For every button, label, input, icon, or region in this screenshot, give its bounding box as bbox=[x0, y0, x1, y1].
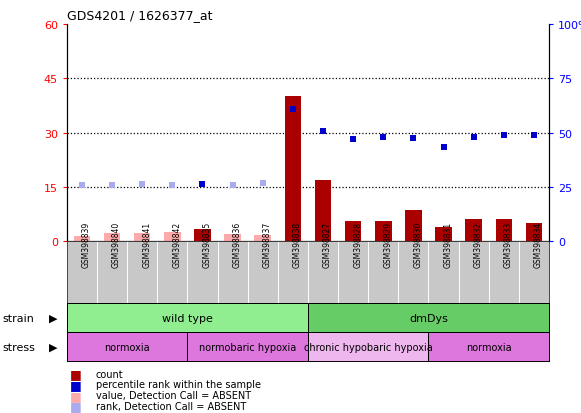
Text: GSM398832: GSM398832 bbox=[474, 222, 483, 268]
Bar bbox=[428, 332, 549, 361]
Text: ■: ■ bbox=[70, 367, 81, 380]
Bar bbox=[435, 227, 452, 242]
Bar bbox=[496, 220, 512, 242]
Bar bbox=[74, 236, 90, 242]
Text: GSM398841: GSM398841 bbox=[142, 222, 151, 268]
Text: GSM398828: GSM398828 bbox=[353, 222, 362, 268]
Text: strain: strain bbox=[3, 313, 35, 323]
Bar bbox=[67, 332, 187, 361]
Bar bbox=[254, 235, 271, 242]
Bar bbox=[164, 233, 181, 242]
Text: normobaric hypoxia: normobaric hypoxia bbox=[199, 342, 296, 352]
Text: stress: stress bbox=[3, 342, 36, 352]
Text: count: count bbox=[96, 369, 124, 379]
Text: rank, Detection Call = ABSENT: rank, Detection Call = ABSENT bbox=[96, 401, 246, 411]
Text: GSM398830: GSM398830 bbox=[414, 222, 422, 268]
Bar bbox=[405, 211, 422, 242]
Bar bbox=[345, 222, 361, 242]
Text: GSM398840: GSM398840 bbox=[112, 222, 121, 268]
Text: GSM398838: GSM398838 bbox=[293, 222, 302, 268]
Bar bbox=[315, 180, 331, 242]
Bar bbox=[134, 234, 150, 242]
Text: percentile rank within the sample: percentile rank within the sample bbox=[96, 380, 261, 389]
Bar bbox=[526, 223, 542, 242]
Text: GSM398836: GSM398836 bbox=[232, 222, 242, 268]
Bar bbox=[194, 229, 211, 242]
Bar bbox=[308, 304, 549, 332]
Text: normoxia: normoxia bbox=[104, 342, 150, 352]
Text: GSM398839: GSM398839 bbox=[82, 222, 91, 268]
Text: normoxia: normoxia bbox=[466, 342, 512, 352]
Text: wild type: wild type bbox=[162, 313, 213, 323]
Text: GSM398834: GSM398834 bbox=[534, 222, 543, 268]
Text: ▶: ▶ bbox=[49, 313, 58, 323]
Bar bbox=[104, 234, 120, 242]
Bar bbox=[187, 332, 308, 361]
Text: GSM398842: GSM398842 bbox=[173, 222, 181, 268]
Text: ▶: ▶ bbox=[49, 342, 58, 352]
Text: GSM398835: GSM398835 bbox=[202, 222, 211, 268]
Bar bbox=[375, 222, 392, 242]
Text: GSM398837: GSM398837 bbox=[263, 222, 272, 268]
Text: ■: ■ bbox=[70, 378, 81, 391]
Bar bbox=[224, 235, 241, 242]
Text: dmDys: dmDys bbox=[409, 313, 448, 323]
Bar bbox=[308, 332, 428, 361]
Text: GSM398831: GSM398831 bbox=[443, 222, 453, 268]
Bar bbox=[67, 304, 308, 332]
Text: GSM398827: GSM398827 bbox=[323, 222, 332, 268]
Text: GDS4201 / 1626377_at: GDS4201 / 1626377_at bbox=[67, 9, 212, 22]
Text: GSM398833: GSM398833 bbox=[504, 222, 513, 268]
Bar bbox=[465, 220, 482, 242]
Text: ■: ■ bbox=[70, 389, 81, 402]
Text: value, Detection Call = ABSENT: value, Detection Call = ABSENT bbox=[96, 390, 251, 400]
Bar bbox=[285, 97, 301, 242]
Text: GSM398829: GSM398829 bbox=[383, 222, 392, 268]
Text: chronic hypobaric hypoxia: chronic hypobaric hypoxia bbox=[304, 342, 433, 352]
Text: ■: ■ bbox=[70, 399, 81, 413]
